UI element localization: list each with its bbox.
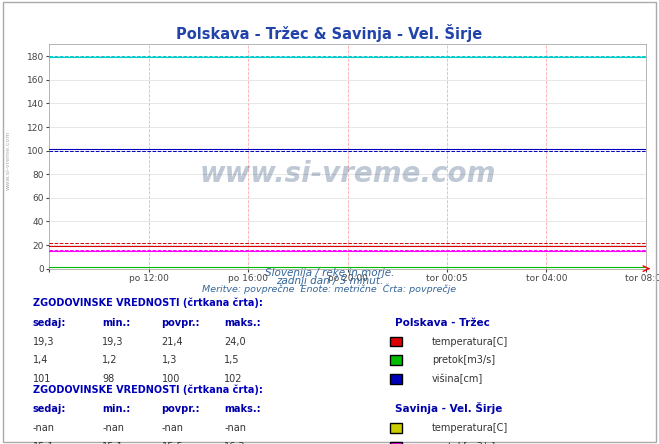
Text: 1,5: 1,5 <box>224 355 240 365</box>
Text: 19,3: 19,3 <box>33 337 55 347</box>
Text: temperatura[C]: temperatura[C] <box>432 423 508 433</box>
Text: -nan: -nan <box>161 423 183 433</box>
Text: -nan: -nan <box>224 423 246 433</box>
Text: višina[cm]: višina[cm] <box>432 373 483 384</box>
Text: sedaj:: sedaj: <box>33 404 67 415</box>
Text: povpr.:: povpr.: <box>161 404 200 415</box>
Text: ZGODOVINSKE VREDNOSTI (črtkana črta):: ZGODOVINSKE VREDNOSTI (črtkana črta): <box>33 298 263 309</box>
Text: Slovenija / reke in morje.: Slovenija / reke in morje. <box>265 268 394 278</box>
Text: 15,1: 15,1 <box>102 442 124 444</box>
Text: pretok[m3/s]: pretok[m3/s] <box>432 442 495 444</box>
Text: 21,4: 21,4 <box>161 337 183 347</box>
Text: 19,3: 19,3 <box>102 337 124 347</box>
Text: 101: 101 <box>33 374 51 384</box>
Text: Polskava - Tržec: Polskava - Tržec <box>395 318 490 328</box>
Text: sedaj:: sedaj: <box>33 318 67 328</box>
Text: min.:: min.: <box>102 318 130 328</box>
Text: Polskava - Tržec & Savinja - Vel. Širje: Polskava - Tržec & Savinja - Vel. Širje <box>177 24 482 43</box>
Text: 16,3: 16,3 <box>224 442 246 444</box>
Text: 1,3: 1,3 <box>161 355 177 365</box>
Text: temperatura[C]: temperatura[C] <box>432 337 508 347</box>
Text: povpr.:: povpr.: <box>161 318 200 328</box>
Text: www.si-vreme.com: www.si-vreme.com <box>5 130 11 190</box>
Text: 15,5: 15,5 <box>161 442 183 444</box>
Text: 24,0: 24,0 <box>224 337 246 347</box>
Text: -nan: -nan <box>33 423 55 433</box>
Text: maks.:: maks.: <box>224 404 261 415</box>
Text: 98: 98 <box>102 374 115 384</box>
Text: maks.:: maks.: <box>224 318 261 328</box>
Text: Meritve: povprečne  Enote: metrične  Črta: povprečje: Meritve: povprečne Enote: metrične Črta:… <box>202 284 457 294</box>
Text: min.:: min.: <box>102 404 130 415</box>
Text: 1,2: 1,2 <box>102 355 118 365</box>
Text: zadnji dan / 5 minut.: zadnji dan / 5 minut. <box>276 276 383 286</box>
Text: 102: 102 <box>224 374 243 384</box>
Text: pretok[m3/s]: pretok[m3/s] <box>432 355 495 365</box>
Text: -nan: -nan <box>102 423 124 433</box>
Text: ZGODOVINSKE VREDNOSTI (črtkana črta):: ZGODOVINSKE VREDNOSTI (črtkana črta): <box>33 385 263 395</box>
Text: 1,4: 1,4 <box>33 355 48 365</box>
Text: 100: 100 <box>161 374 180 384</box>
Text: 15,1: 15,1 <box>33 442 55 444</box>
Text: Savinja - Vel. Širje: Savinja - Vel. Širje <box>395 402 503 415</box>
Text: www.si-vreme.com: www.si-vreme.com <box>200 160 496 188</box>
